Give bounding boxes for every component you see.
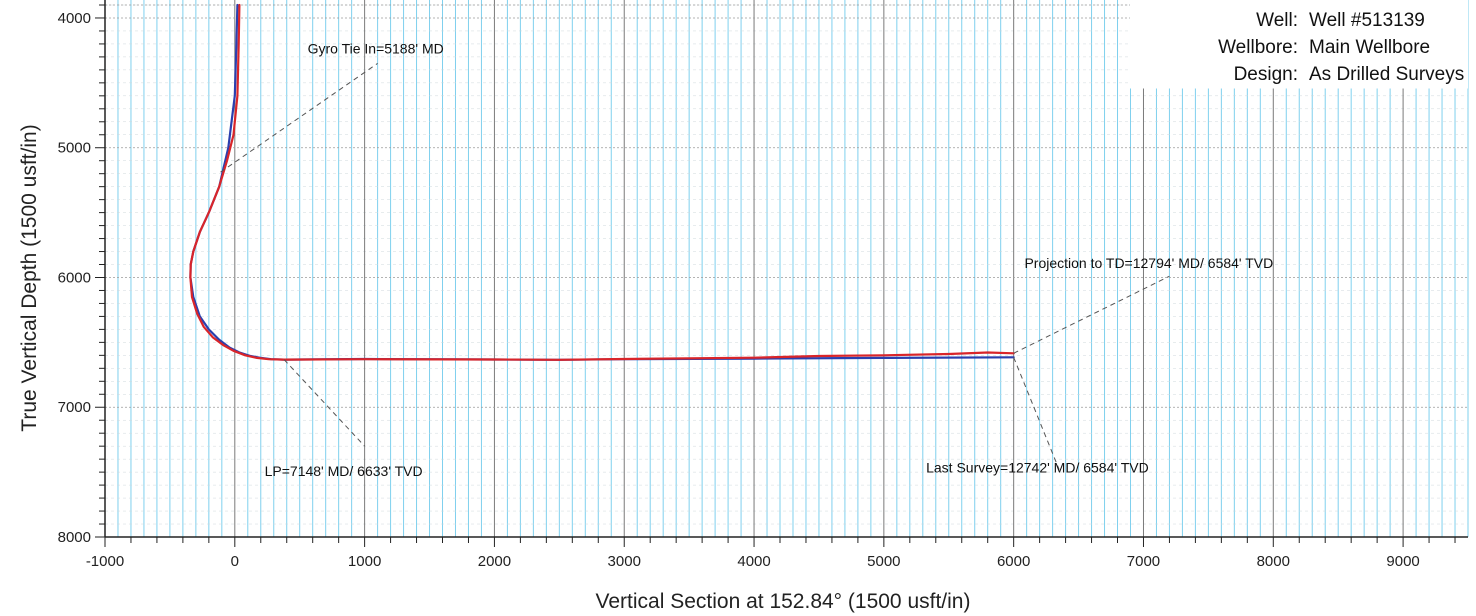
annotation-leader-line xyxy=(1013,357,1060,470)
annotation-label: Last Survey=12742' MD/ 6584' TVD xyxy=(926,460,1149,476)
x-tick-label: 7000 xyxy=(1127,553,1160,570)
y-tick-label: 4000 xyxy=(58,10,91,27)
minor-grid xyxy=(105,0,1469,537)
x-tick-label: 1000 xyxy=(348,553,381,570)
annotation-layer: Gyro Tie In=5188' MD LP=7148' MD/ 6633' T… xyxy=(220,40,1273,479)
well-label: Well: xyxy=(1256,10,1298,31)
y-tick-label: 7000 xyxy=(58,399,91,416)
x-tick-label: 8000 xyxy=(1257,553,1290,570)
x-axis-ticks: -1000 0 1000 2000 3000 4000 5000 6000 7000 8000 90… xyxy=(86,537,1456,570)
annotation-label: Projection to TD=12794' MD/ 6584' TVD xyxy=(1024,255,1273,271)
annotation-label: Gyro Tie In=5188' MD xyxy=(308,40,444,56)
y-axis-ticks: 4000 5000 6000 7000 8000 xyxy=(58,4,105,546)
x-tick-label: 2000 xyxy=(478,553,511,570)
well-value: Well #513139 xyxy=(1309,10,1425,31)
design-value: As Drilled Surveys xyxy=(1309,64,1464,85)
x-tick-label: -1000 xyxy=(86,553,124,570)
annotation-leader-line xyxy=(1013,275,1170,354)
x-tick-label: 9000 xyxy=(1386,553,1419,570)
x-axis-title: Vertical Section at 152.84° (1500 usft/i… xyxy=(596,590,971,613)
y-axis-title: True Vertical Depth (1500 usft/in) xyxy=(18,124,41,431)
well-info: Well: Well #513139 Wellbore: Main Wellbo… xyxy=(1218,10,1464,85)
series-layer xyxy=(189,3,1015,361)
design-label: Design: xyxy=(1234,64,1298,85)
y-tick-label: 6000 xyxy=(58,269,91,286)
x-tick-label: 6000 xyxy=(997,553,1030,570)
annotation-label: LP=7148' MD/ 6633' TVD xyxy=(265,463,423,479)
wellbore-value: Main Wellbore xyxy=(1309,37,1430,58)
y-tick-label: 5000 xyxy=(58,140,91,157)
series-line-red xyxy=(189,3,1015,361)
annotation-leader-line xyxy=(220,62,378,173)
wellbore-label: Wellbore: xyxy=(1218,37,1298,58)
x-tick-label: 0 xyxy=(231,553,239,570)
annotation-leader-line xyxy=(283,359,365,447)
x-tick-label: 4000 xyxy=(737,553,770,570)
y-tick-label: 8000 xyxy=(58,529,91,546)
x-tick-label: 5000 xyxy=(867,553,900,570)
x-tick-label: 3000 xyxy=(608,553,641,570)
header-box xyxy=(1130,0,1468,89)
axes xyxy=(104,0,1468,538)
